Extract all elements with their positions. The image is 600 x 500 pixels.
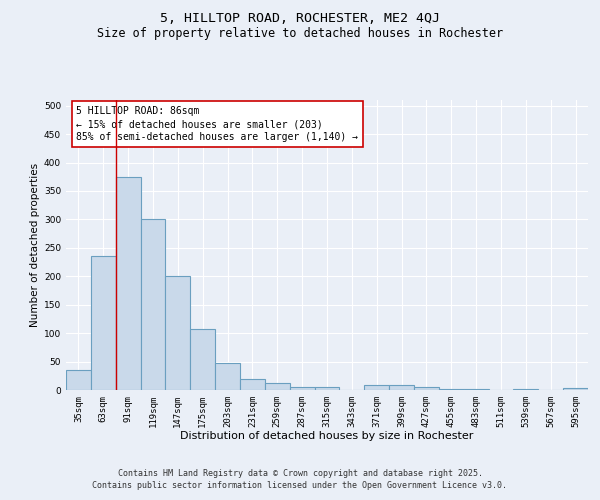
Bar (66, 370, 91, 390)
Bar (389, 385, 414, 390)
Y-axis label: Number of detached properties: Number of detached properties (30, 163, 40, 327)
Bar (364, 385, 389, 390)
Bar (563, 388, 588, 390)
Bar (240, 378, 265, 390)
Bar (314, 387, 340, 390)
Text: Size of property relative to detached houses in Rochester: Size of property relative to detached ho… (97, 28, 503, 40)
Bar (290, 386, 314, 390)
Bar (116, 177, 140, 390)
Bar (265, 383, 290, 390)
Bar (91, 256, 116, 390)
X-axis label: Distribution of detached houses by size in Rochester: Distribution of detached houses by size … (181, 432, 473, 442)
Text: 5 HILLTOP ROAD: 86sqm
← 15% of detached houses are smaller (203)
85% of semi-det: 5 HILLTOP ROAD: 86sqm ← 15% of detached … (76, 106, 358, 142)
Bar (190, 329, 215, 390)
Bar (414, 387, 439, 390)
Text: Contains HM Land Registry data © Crown copyright and database right 2025.
Contai: Contains HM Land Registry data © Crown c… (92, 468, 508, 490)
Bar (215, 364, 240, 390)
Bar (140, 220, 166, 390)
Bar (166, 276, 190, 390)
Text: 5, HILLTOP ROAD, ROCHESTER, ME2 4QJ: 5, HILLTOP ROAD, ROCHESTER, ME2 4QJ (160, 12, 440, 26)
